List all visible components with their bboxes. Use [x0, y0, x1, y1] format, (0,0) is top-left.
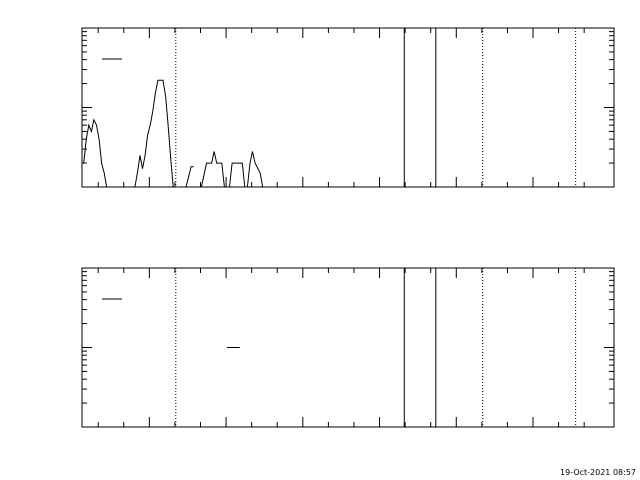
series-line — [229, 162, 246, 188]
plot-frame — [81, 27, 615, 188]
series-line — [134, 79, 174, 188]
plot-frame — [81, 267, 615, 428]
series-line — [180, 166, 194, 188]
hi-channel-panel — [81, 267, 615, 428]
footer-timestamp: 19-Oct-2021 08:57 — [560, 468, 636, 477]
series-line — [200, 151, 225, 188]
series-line — [83, 118, 108, 188]
series-line — [246, 151, 264, 188]
lo-channel-panel — [81, 27, 615, 188]
